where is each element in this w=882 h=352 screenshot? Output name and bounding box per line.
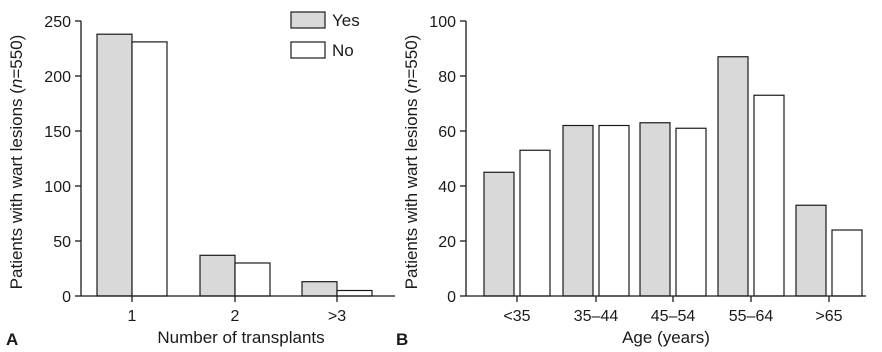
x-tick-label: 35–44 xyxy=(574,308,619,325)
bar-no-3 xyxy=(336,289,373,297)
bar-yes-1 xyxy=(96,33,133,297)
panel-b-axes xyxy=(465,21,866,297)
panel-b-ticks: <35 35–44 45–54 55–64 >65 0 20 40 60 80 100 xyxy=(429,14,842,325)
bar-no-1 xyxy=(131,41,168,297)
y-tick-label: 150 xyxy=(44,124,71,141)
panel-a-axes xyxy=(80,21,395,297)
bar-yes-1 xyxy=(483,171,515,297)
bar-yes-5 xyxy=(795,204,827,297)
x-tick-label: 2 xyxy=(231,308,240,325)
x-tick-label: 45–54 xyxy=(651,308,696,325)
x-tick-label: <35 xyxy=(503,308,530,325)
x-tick-label: >65 xyxy=(815,308,842,325)
panel-b-bars xyxy=(483,56,863,297)
panel-b: <35 35–44 45–54 55–64 >65 0 20 40 60 80 100 Patien… xyxy=(396,14,866,349)
bar-yes-3 xyxy=(639,122,671,297)
panel-a-xlabel: Number of transplants xyxy=(157,328,324,347)
bar-no-4 xyxy=(753,94,785,297)
bar-no-2 xyxy=(598,124,630,297)
x-tick-label: >3 xyxy=(328,308,346,325)
panel-b-label: B xyxy=(396,330,408,349)
y-tick-label: 40 xyxy=(438,179,456,196)
panel-b-ylabel: Patients with wart lesions (n=550) xyxy=(402,35,421,290)
bar-no-2 xyxy=(234,262,271,297)
y-tick-label: 80 xyxy=(438,69,456,86)
panel-a-ylabel: Patients with wart lesions (n=550) xyxy=(7,35,26,290)
y-tick-label: 200 xyxy=(44,69,71,86)
bar-yes-4 xyxy=(717,56,749,297)
bar-no-1 xyxy=(519,149,551,297)
y-tick-label: 0 xyxy=(62,289,71,306)
bar-yes-2 xyxy=(199,254,236,297)
panel-a-label: A xyxy=(6,330,18,349)
panel-a: 1 2 >3 0 50 100 150 200 250 Patients with wart l… xyxy=(6,11,395,349)
panel-a-bars xyxy=(96,33,373,297)
y-tick-label: 0 xyxy=(447,289,456,306)
legend-swatch-no xyxy=(290,41,326,59)
legend-label-yes: Yes xyxy=(332,11,360,30)
bar-yes-3 xyxy=(301,281,338,297)
bar-yes-2 xyxy=(562,124,594,297)
panel-b-xlabel: Age (years) xyxy=(622,328,710,347)
x-tick-label: 55–64 xyxy=(729,308,774,325)
y-tick-label: 50 xyxy=(53,234,71,251)
legend-label-no: No xyxy=(332,41,354,60)
y-tick-label: 100 xyxy=(44,179,71,196)
panel-a-ticks: 1 2 >3 0 50 100 150 200 250 xyxy=(44,14,346,325)
bar-no-3 xyxy=(675,127,707,297)
y-tick-label: 250 xyxy=(44,14,71,31)
y-tick-label: 20 xyxy=(438,234,456,251)
legend: Yes No xyxy=(290,11,360,60)
y-tick-label: 60 xyxy=(438,124,456,141)
legend-swatch-yes xyxy=(290,11,326,29)
x-tick-label: 1 xyxy=(128,308,137,325)
bar-no-5 xyxy=(831,229,863,297)
y-tick-label: 100 xyxy=(429,14,456,31)
